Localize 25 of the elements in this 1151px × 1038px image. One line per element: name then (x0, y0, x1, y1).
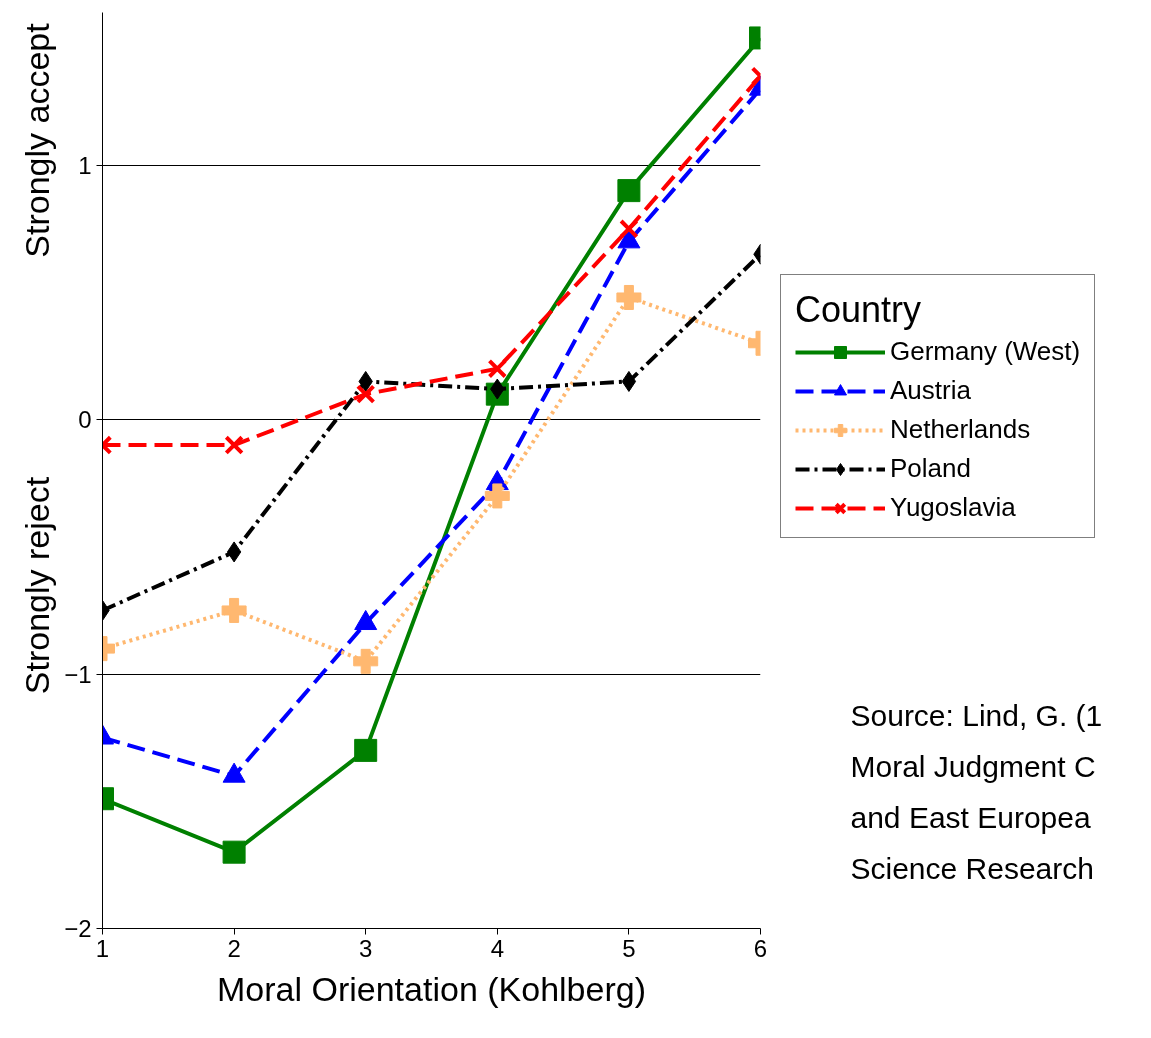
x-tick-label: 1 (95, 934, 110, 962)
x-axis-title: Moral Orientation (Kohlberg) (217, 969, 646, 1008)
y-tick-label: −2 (64, 915, 92, 942)
legend-label: Austria (890, 375, 971, 406)
legend-label: Netherlands (890, 414, 1031, 445)
source-note: Source: Lind, G. (1 Moral Judgment C and East Europea Science Research (850, 698, 1103, 885)
text: Strongly accept (17, 22, 56, 258)
x-tick-label: 4 (490, 934, 504, 962)
y-tick-label: 1 (78, 151, 92, 179)
point (487, 358, 508, 379)
y-tick-label: −1 (64, 660, 92, 688)
x-tick-label: 5 (622, 934, 636, 962)
point (354, 738, 378, 762)
y-tick-label: 0 (78, 406, 92, 434)
legend-title: Country (795, 289, 923, 331)
legend-label: Poland (890, 453, 971, 484)
x-tick-label: 6 (753, 934, 768, 962)
point (484, 483, 510, 509)
text: Strongly reject (17, 476, 56, 695)
point (353, 648, 379, 674)
x-tick-label: 3 (359, 934, 373, 962)
legend-label: Germany (West) (890, 336, 1081, 367)
x-tick-label: 2 (227, 934, 241, 962)
legend-label: Yugoslavia (890, 492, 1016, 523)
point (355, 384, 376, 404)
